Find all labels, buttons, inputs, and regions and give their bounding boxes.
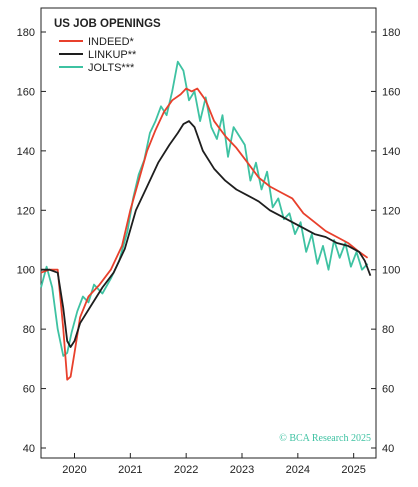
- legend: INDEED*LINKUP**JOLTS***: [59, 36, 137, 74]
- y-tick-label-left: 140: [17, 146, 35, 158]
- y-tick-label-right: 100: [382, 265, 400, 277]
- series-line-indeed: [40, 87, 369, 381]
- y-tick-label-left: 60: [23, 384, 35, 396]
- y-tick-label-right: 180: [382, 27, 400, 39]
- y-tick-label-right: 140: [382, 146, 400, 158]
- y-tick-label-left: 180: [17, 27, 35, 39]
- y-tick-label-right: 60: [382, 384, 394, 396]
- x-tick-label: 2025: [341, 464, 365, 476]
- x-tick-label: 2020: [62, 464, 86, 476]
- legend-label-jolts: JOLTS***: [88, 62, 135, 74]
- y-tick-label-right: 160: [382, 86, 400, 98]
- chart-title: US JOB OPENINGS: [54, 18, 161, 30]
- y-tick-label-left: 160: [17, 86, 35, 98]
- right-axis: 40 60 80 100 120 140 160 180: [371, 27, 400, 455]
- y-tick-label-left: 120: [17, 205, 35, 217]
- legend-label-indeed: INDEED*: [88, 36, 135, 48]
- y-tick-label-left: 100: [17, 265, 35, 277]
- series-layer: [40, 60, 372, 381]
- series-line-jolts: [40, 60, 369, 357]
- credit-label: © BCA Research 2025: [279, 433, 371, 444]
- x-tick-label: 2023: [230, 464, 254, 476]
- x-tick-label: 2022: [174, 464, 198, 476]
- left-axis: 40 60 80 100 120 140 160 180: [17, 27, 46, 455]
- y-tick-label-right: 40: [382, 443, 394, 455]
- y-tick-label-right: 120: [382, 205, 400, 217]
- bottom-axis: 2020 2021 2022 2023 2024 2025: [62, 453, 366, 476]
- legend-label-linkup: LINKUP**: [88, 49, 137, 61]
- x-tick-label: 2021: [118, 464, 142, 476]
- series-line-linkup: [41, 120, 372, 348]
- y-tick-label-right: 80: [382, 324, 394, 336]
- x-tick-label: 2024: [286, 464, 310, 476]
- y-tick-label-left: 40: [23, 443, 35, 455]
- y-tick-label-left: 80: [23, 324, 35, 336]
- plot-frame: [40, 7, 377, 459]
